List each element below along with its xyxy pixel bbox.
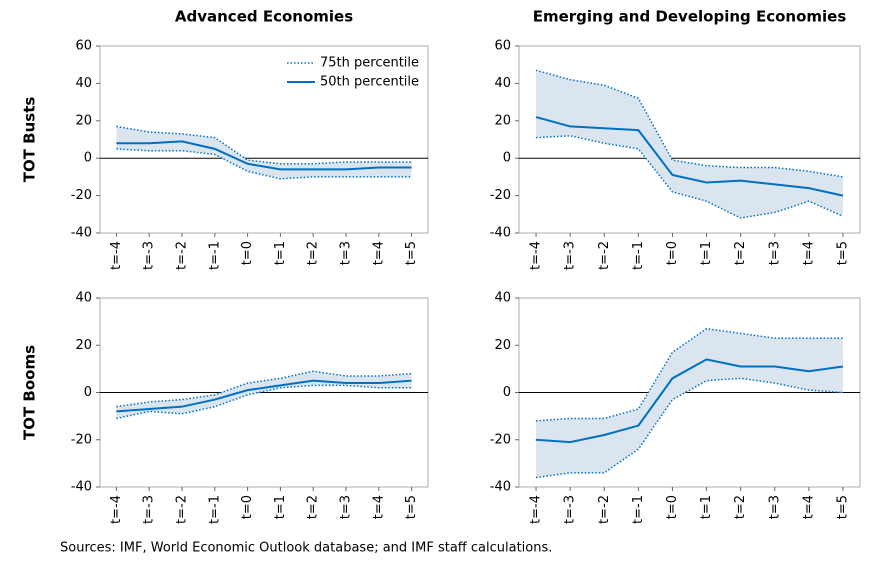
- y-tick-label: 20: [75, 113, 92, 128]
- y-tick-label: 40: [494, 76, 511, 91]
- lower-line: [116, 384, 412, 420]
- y-tick-label: -40: [490, 480, 511, 495]
- y-tick-label: 20: [494, 338, 511, 353]
- y-tick-label: -20: [71, 188, 92, 203]
- y-tick-label: -20: [71, 432, 92, 447]
- y-axis-label: TOT Busts: [21, 97, 39, 183]
- x-tick-label: t=4: [801, 241, 816, 265]
- x-tick-label: t=-4: [529, 495, 544, 524]
- x-tick-label: t=-1: [207, 241, 222, 270]
- y-tick-label: 20: [494, 113, 511, 128]
- x-tick-label: t=1: [699, 495, 714, 519]
- median-line: [535, 358, 844, 444]
- x-tick-label: t=-2: [597, 495, 612, 524]
- x-tick-label: t=-2: [597, 241, 612, 270]
- lower-line: [116, 148, 412, 180]
- x-tick-label: t=3: [339, 241, 354, 265]
- x-tick-label: t=-4: [109, 495, 124, 524]
- x-tick-label: t=2: [733, 241, 748, 265]
- x-tick-label: t=5: [835, 495, 850, 519]
- x-tick-label: t=1: [273, 495, 288, 519]
- y-tick-label: -40: [490, 226, 511, 241]
- y-tick-label: 60: [494, 39, 511, 54]
- x-tick-label: t=-1: [631, 241, 646, 270]
- x-tick-label: t=4: [371, 495, 386, 519]
- x-tick-label: t=3: [767, 495, 782, 519]
- x-tick-label: t=-3: [142, 241, 157, 270]
- x-tick-label: t=-3: [563, 495, 578, 524]
- x-tick-label: t=3: [767, 241, 782, 265]
- x-tick-label: t=1: [699, 241, 714, 265]
- source-note: Sources: IMF, World Economic Outlook dat…: [60, 541, 552, 556]
- x-tick-label: t=1: [273, 241, 288, 265]
- panel-title: Emerging and Developing Economies: [533, 8, 847, 26]
- y-tick-label: 40: [494, 291, 511, 306]
- median-line: [116, 140, 412, 171]
- median-line: [535, 116, 844, 197]
- upper-line: [116, 125, 412, 165]
- plot-frame: [99, 45, 429, 234]
- x-tick-label: t=-1: [631, 495, 646, 524]
- upper-line: [535, 69, 844, 178]
- x-tick-label: t=2: [306, 241, 321, 265]
- x-tick-label: t=-3: [563, 241, 578, 270]
- y-tick-label: 60: [75, 39, 92, 54]
- y-tick-label: -20: [490, 432, 511, 447]
- x-tick-label: t=2: [306, 495, 321, 519]
- y-tick-label: 40: [75, 76, 92, 91]
- y-tick-label: 0: [84, 385, 92, 400]
- x-tick-label: t=-2: [175, 241, 190, 270]
- percentile-band: [536, 328, 843, 478]
- x-tick-label: t=3: [339, 495, 354, 519]
- x-tick-label: t=5: [404, 241, 419, 265]
- x-tick-label: t=4: [801, 495, 816, 519]
- x-tick-label: t=2: [733, 495, 748, 519]
- percentile-band: [536, 70, 843, 219]
- upper-line: [116, 370, 412, 408]
- y-tick-label: 20: [75, 338, 92, 353]
- panel-title: Advanced Economies: [175, 8, 353, 26]
- y-tick-label: -20: [490, 188, 511, 203]
- y-axis-label: TOT Booms: [21, 345, 39, 440]
- x-tick-label: t=0: [665, 495, 680, 519]
- y-tick-label: 40: [75, 291, 92, 306]
- percentile-band: [116, 371, 412, 419]
- x-tick-label: t=-4: [109, 241, 124, 270]
- x-tick-label: t=5: [404, 495, 419, 519]
- y-tick-label: -40: [71, 480, 92, 495]
- plot-frame: [518, 45, 861, 234]
- legend-label: 75th percentile: [320, 56, 419, 71]
- lower-line: [535, 377, 844, 479]
- x-tick-label: t=5: [835, 241, 850, 265]
- median-line: [116, 379, 412, 413]
- x-tick-label: t=-1: [207, 495, 222, 524]
- y-tick-label: -40: [71, 226, 92, 241]
- lower-line: [536, 135, 844, 219]
- x-tick-label: t=-4: [529, 241, 544, 270]
- x-tick-label: t=-3: [142, 495, 157, 524]
- y-tick-label: 0: [503, 151, 511, 166]
- x-tick-label: t=4: [371, 241, 386, 265]
- x-tick-label: t=0: [240, 495, 255, 519]
- y-tick-label: 0: [503, 385, 511, 400]
- legend-label: 50th percentile: [320, 75, 419, 90]
- x-tick-label: t=-2: [175, 495, 190, 524]
- x-tick-label: t=0: [665, 241, 680, 265]
- x-tick-label: t=0: [240, 241, 255, 265]
- y-tick-label: 0: [84, 151, 92, 166]
- percentile-band: [116, 126, 412, 179]
